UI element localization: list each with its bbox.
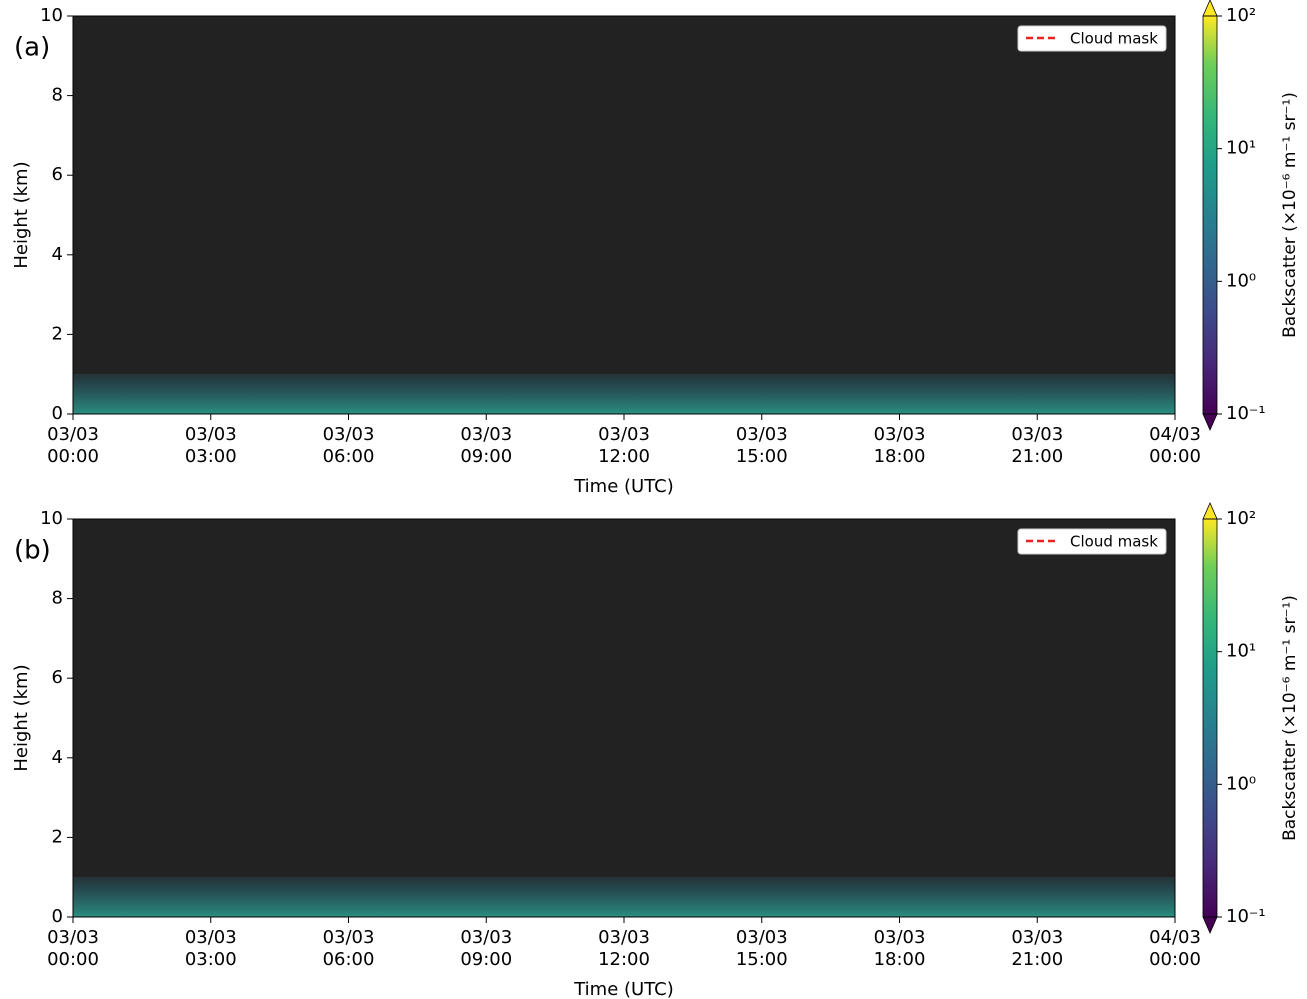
x-tick-label: 03/03 06:00 [322,424,375,467]
colorbar-tick-label: 10² [1226,508,1256,529]
x-tick-label: 03/03 12:00 [598,927,650,970]
colorbar-label: Backscatter (×10⁻⁶ m⁻¹ sr⁻¹) [1280,595,1300,841]
boundary-layer [73,374,1175,414]
colorbar-tick-label: 10⁰ [1226,773,1256,794]
panel-label: (a) [14,33,50,63]
y-tick-label: 8 [52,588,63,609]
plot-background [73,519,1175,917]
y-tick-label: 10 [40,5,63,26]
y-tick-label: 0 [52,906,63,927]
x-tick-label: 03/03 09:00 [460,927,513,970]
x-tick-label: 03/03 03:00 [184,927,237,970]
colorbar-tick-label: 10¹ [1226,138,1256,159]
x-tick-label: 03/03 18:00 [873,424,926,467]
colorbar [1203,16,1217,414]
x-tick-label: 04/03 00:00 [1149,927,1201,970]
y-tick-label: 4 [52,747,63,768]
boundary-layer [73,877,1175,917]
x-tick-label: 03/03 21:00 [1011,424,1064,467]
x-tick-label: 03/03 03:00 [184,424,237,467]
plot-background [73,16,1175,414]
x-axis-label: Time (UTC) [573,476,674,497]
y-tick-label: 10 [40,508,63,529]
legend-label: Cloud mask [1070,533,1158,551]
y-tick-label: 6 [52,667,63,688]
x-tick-label: 03/03 18:00 [873,927,926,970]
colorbar-frame [1202,15,1218,415]
colorbar-frame [1202,518,1218,918]
x-tick-label: 03/03 15:00 [735,927,788,970]
x-tick-label: 03/03 12:00 [598,424,650,467]
x-tick-label: 03/03 21:00 [1011,927,1064,970]
y-tick-label: 2 [52,826,63,847]
colorbar-tick-label: 10⁻¹ [1226,403,1266,424]
colorbar-extend-top [1202,0,1218,17]
colorbar-tick-label: 10⁻¹ [1226,906,1266,927]
panel-label: (b) [14,536,51,566]
colorbar-tick-label: 10² [1226,5,1256,26]
x-tick-label: 03/03 15:00 [735,424,788,467]
x-axis-label: Time (UTC) [573,979,674,999]
y-tick-label: 0 [52,403,63,424]
legend-label: Cloud mask [1070,30,1158,48]
colorbar-label: Backscatter (×10⁻⁶ m⁻¹ sr⁻¹) [1280,92,1300,338]
colorbar-extend-top [1202,502,1218,520]
colorbar-tick-label: 10¹ [1226,641,1256,662]
x-tick-label: 03/03 06:00 [322,927,375,970]
x-tick-label: 03/03 09:00 [460,424,513,467]
y-tick-label: 4 [52,244,63,265]
colorbar [1203,519,1217,917]
y-tick-label: 2 [52,323,63,344]
colorbar-tick-label: 10⁰ [1226,270,1256,291]
y-axis-label: Height (km) [11,161,32,268]
legend-box [1017,528,1167,555]
x-tick-label: 03/03 00:00 [47,424,99,467]
x-tick-label: 03/03 00:00 [47,927,99,970]
y-tick-label: 6 [52,164,63,185]
y-axis-label: Height (km) [11,664,32,771]
legend-box [1017,25,1167,52]
y-tick-label: 8 [52,85,63,106]
x-tick-label: 04/03 00:00 [1149,424,1201,467]
